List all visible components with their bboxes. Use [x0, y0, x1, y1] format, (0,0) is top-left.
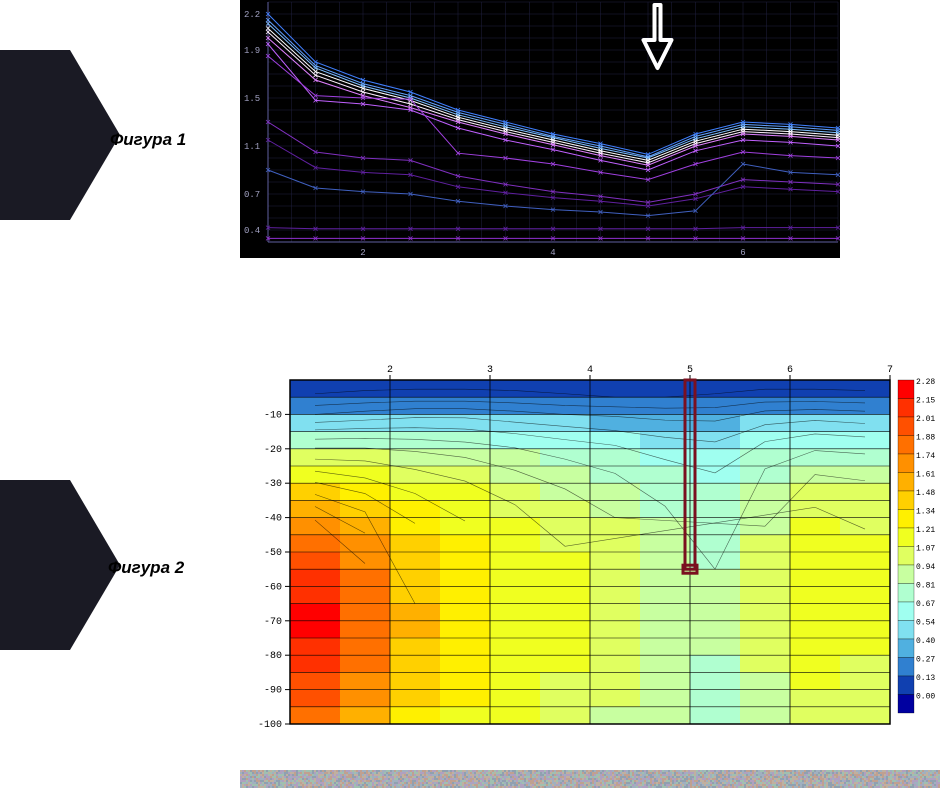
section-marker-1: [0, 50, 70, 220]
svg-text:-90: -90: [264, 686, 282, 697]
figure2-svg: 2 3 4 5 6 7 -10 -20 -30 -40 -50 -60 -70 -80 -90 -100 2.2…: [240, 360, 940, 730]
svg-text:5: 5: [687, 365, 693, 376]
svg-text:2: 2: [387, 365, 393, 376]
svg-text:4: 4: [550, 248, 555, 258]
svg-text:2.01: 2.01: [916, 415, 935, 424]
svg-text:0.40: 0.40: [916, 637, 935, 646]
svg-text:-40: -40: [264, 514, 282, 525]
svg-text:1.61: 1.61: [916, 471, 935, 480]
figure1-label: Фигура 1: [110, 130, 186, 150]
svg-text:0.00: 0.00: [916, 693, 935, 702]
figure1-chart: 2 4 6 0.4 0.7 1.1 1.5 1.9 2.2: [240, 0, 840, 258]
svg-text:-80: -80: [264, 651, 282, 662]
svg-text:0.94: 0.94: [916, 563, 935, 572]
svg-text:-60: -60: [264, 582, 282, 593]
svg-text:4: 4: [587, 365, 593, 376]
svg-text:0.67: 0.67: [916, 600, 935, 609]
svg-text:1.48: 1.48: [916, 489, 935, 498]
figure2-chart: 2 3 4 5 6 7 -10 -20 -30 -40 -50 -60 -70 -80 -90 -100 2.2…: [240, 360, 940, 730]
svg-text:1.07: 1.07: [916, 545, 935, 554]
section-marker-2: [0, 480, 70, 650]
svg-text:-20: -20: [264, 445, 282, 456]
figure1-svg: 2 4 6 0.4 0.7 1.1 1.5 1.9 2.2: [240, 0, 840, 258]
svg-text:0.7: 0.7: [244, 190, 260, 200]
svg-text:0.4: 0.4: [244, 226, 260, 236]
noise-strip: [240, 770, 940, 788]
svg-text:1.88: 1.88: [916, 434, 935, 443]
svg-text:-30: -30: [264, 479, 282, 490]
svg-text:0.13: 0.13: [916, 674, 935, 683]
svg-text:2.28: 2.28: [916, 378, 935, 387]
svg-text:0.81: 0.81: [916, 582, 935, 591]
svg-text:2.15: 2.15: [916, 397, 935, 406]
svg-text:-100: -100: [258, 720, 282, 730]
svg-text:0.27: 0.27: [916, 656, 935, 665]
svg-text:2: 2: [360, 248, 365, 258]
svg-text:-10: -10: [264, 410, 282, 421]
svg-text:-50: -50: [264, 548, 282, 559]
svg-text:0.54: 0.54: [916, 619, 935, 628]
svg-text:2.2: 2.2: [244, 10, 260, 20]
svg-text:1.5: 1.5: [244, 94, 260, 104]
svg-text:7: 7: [887, 365, 893, 376]
svg-text:-70: -70: [264, 617, 282, 628]
svg-text:1.21: 1.21: [916, 526, 935, 535]
figure2-label: Фигура 2: [108, 558, 184, 578]
svg-text:1.9: 1.9: [244, 46, 260, 56]
svg-text:1.74: 1.74: [916, 452, 935, 461]
svg-text:1.34: 1.34: [916, 508, 935, 517]
svg-text:3: 3: [487, 365, 493, 376]
svg-text:6: 6: [787, 365, 793, 376]
svg-text:6: 6: [740, 248, 745, 258]
svg-text:1.1: 1.1: [244, 142, 260, 152]
